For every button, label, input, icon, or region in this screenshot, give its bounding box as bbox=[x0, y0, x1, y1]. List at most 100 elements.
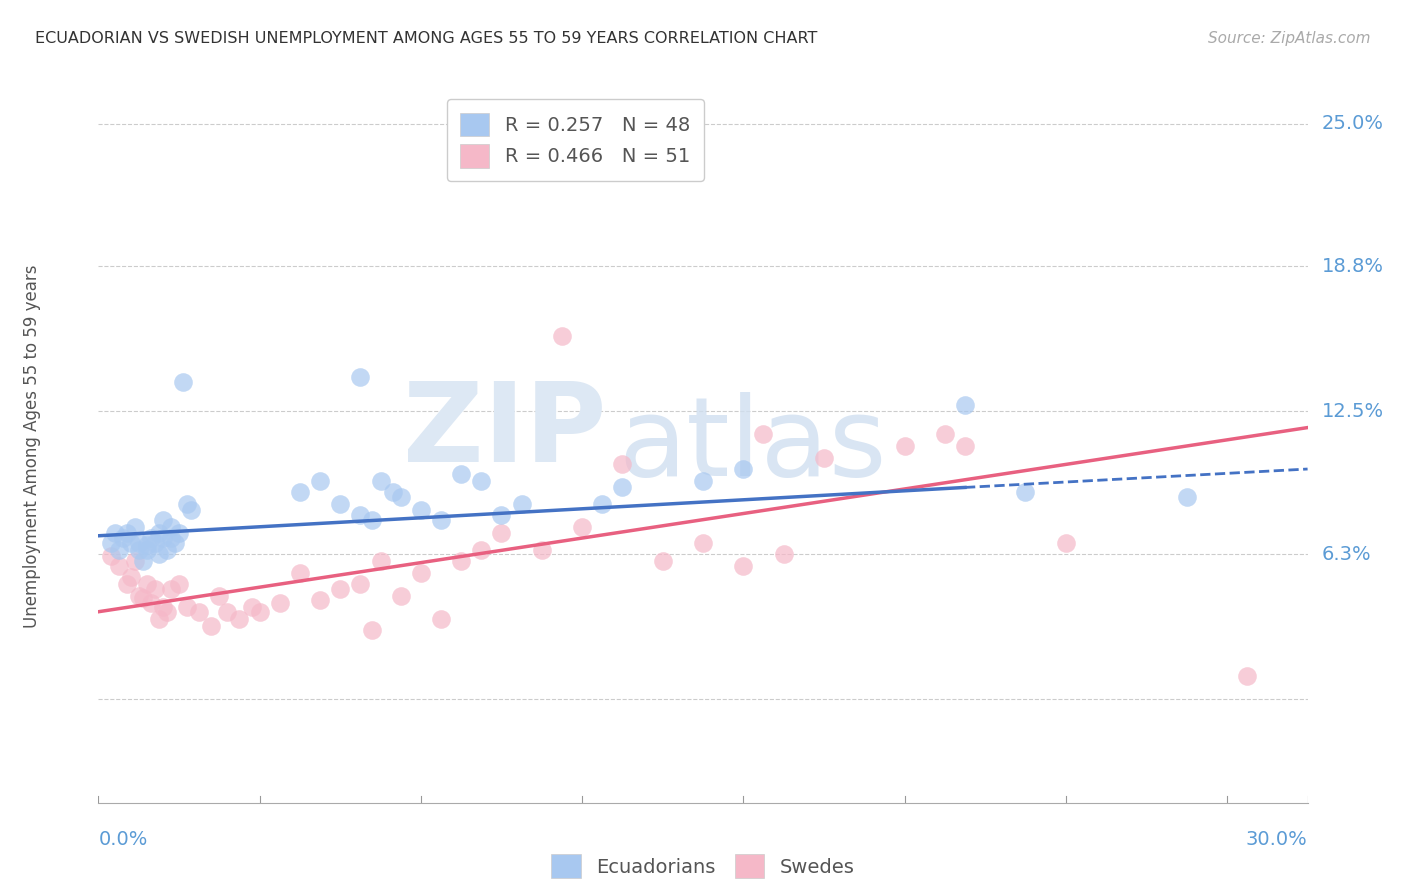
Point bbox=[309, 593, 332, 607]
Point bbox=[450, 467, 472, 481]
Point bbox=[692, 474, 714, 488]
Point bbox=[120, 535, 142, 549]
Point bbox=[176, 600, 198, 615]
Point bbox=[135, 577, 157, 591]
Point bbox=[772, 547, 794, 561]
Point bbox=[409, 566, 432, 580]
Point bbox=[160, 582, 183, 596]
Point bbox=[510, 497, 533, 511]
Text: Source: ZipAtlas.com: Source: ZipAtlas.com bbox=[1208, 31, 1371, 46]
Point bbox=[934, 427, 956, 442]
Point bbox=[269, 595, 291, 609]
Point bbox=[176, 497, 198, 511]
Point bbox=[571, 519, 593, 533]
Point bbox=[115, 526, 138, 541]
Point bbox=[430, 612, 453, 626]
Point bbox=[692, 535, 714, 549]
Point bbox=[152, 600, 174, 615]
Point bbox=[288, 485, 311, 500]
Text: ZIP: ZIP bbox=[404, 378, 606, 485]
Point bbox=[200, 618, 222, 632]
Point bbox=[491, 526, 513, 541]
Point bbox=[107, 558, 129, 573]
Point bbox=[470, 542, 492, 557]
Point bbox=[381, 485, 404, 500]
Text: 18.8%: 18.8% bbox=[1322, 257, 1384, 276]
Point bbox=[139, 595, 162, 609]
Point bbox=[152, 513, 174, 527]
Point bbox=[228, 612, 250, 626]
Text: 25.0%: 25.0% bbox=[1322, 114, 1384, 133]
Point bbox=[389, 589, 412, 603]
Point bbox=[188, 605, 211, 619]
Point bbox=[361, 623, 384, 637]
Point bbox=[208, 589, 231, 603]
Point bbox=[132, 554, 155, 568]
Point bbox=[163, 535, 186, 549]
Point bbox=[953, 398, 976, 412]
Point bbox=[1014, 485, 1036, 500]
Point bbox=[953, 439, 976, 453]
Legend: Ecuadorians, Swedes: Ecuadorians, Swedes bbox=[544, 847, 862, 886]
Point bbox=[148, 612, 170, 626]
Point bbox=[217, 605, 239, 619]
Text: 12.5%: 12.5% bbox=[1322, 402, 1385, 421]
Point bbox=[349, 370, 371, 384]
Point bbox=[288, 566, 311, 580]
Point bbox=[1175, 490, 1198, 504]
Point bbox=[450, 554, 472, 568]
Text: atlas: atlas bbox=[619, 392, 887, 500]
Point bbox=[148, 526, 170, 541]
Point bbox=[733, 462, 755, 476]
Point bbox=[612, 480, 634, 494]
Point bbox=[752, 427, 775, 442]
Point bbox=[167, 526, 190, 541]
Point bbox=[100, 549, 122, 564]
Point bbox=[733, 558, 755, 573]
Point bbox=[128, 542, 150, 557]
Point bbox=[160, 531, 183, 545]
Point bbox=[100, 535, 122, 549]
Point bbox=[115, 577, 138, 591]
Point bbox=[309, 474, 332, 488]
Point bbox=[591, 497, 613, 511]
Point bbox=[430, 513, 453, 527]
Point bbox=[1236, 669, 1258, 683]
Point bbox=[470, 474, 492, 488]
Point bbox=[135, 542, 157, 557]
Point bbox=[491, 508, 513, 522]
Text: 0.0%: 0.0% bbox=[98, 830, 148, 849]
Point bbox=[389, 490, 412, 504]
Point bbox=[240, 600, 263, 615]
Point bbox=[111, 531, 134, 545]
Point bbox=[156, 542, 179, 557]
Point bbox=[370, 554, 392, 568]
Point bbox=[124, 519, 146, 533]
Point bbox=[107, 542, 129, 557]
Point bbox=[329, 497, 352, 511]
Point bbox=[160, 519, 183, 533]
Point bbox=[651, 554, 673, 568]
Point bbox=[551, 328, 574, 343]
Point bbox=[180, 503, 202, 517]
Point bbox=[132, 591, 155, 605]
Text: 6.3%: 6.3% bbox=[1322, 545, 1372, 564]
Point bbox=[120, 570, 142, 584]
Point bbox=[370, 474, 392, 488]
Point bbox=[1054, 535, 1077, 549]
Point bbox=[128, 589, 150, 603]
Point bbox=[349, 508, 371, 522]
Point bbox=[813, 450, 835, 465]
Point bbox=[103, 526, 125, 541]
Point bbox=[148, 547, 170, 561]
Point bbox=[349, 577, 371, 591]
Point bbox=[409, 503, 432, 517]
Point bbox=[893, 439, 915, 453]
Point bbox=[128, 535, 150, 549]
Text: Unemployment Among Ages 55 to 59 years: Unemployment Among Ages 55 to 59 years bbox=[22, 264, 41, 628]
Point bbox=[143, 535, 166, 549]
Point bbox=[143, 582, 166, 596]
Point bbox=[172, 375, 194, 389]
Point bbox=[167, 577, 190, 591]
Point bbox=[139, 531, 162, 545]
